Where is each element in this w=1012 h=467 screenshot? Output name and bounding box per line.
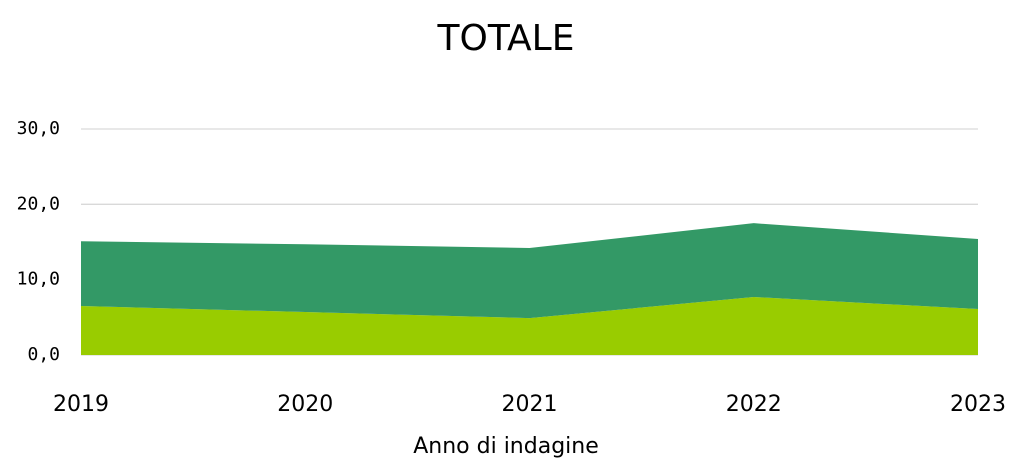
y-tick-label: 30,0 [17,118,60,139]
x-axis-label: Anno di indagine [413,434,599,459]
x-tick-label: 2020 [277,392,333,417]
x-tick-label: 2023 [950,392,1006,417]
x-tick-label: 2021 [502,392,558,417]
area [81,296,978,355]
x-tick-label: 2022 [726,392,782,417]
area [81,223,978,319]
y-tick-label: 0,0 [27,344,60,365]
x-tick-label: 2019 [53,392,109,417]
y-tick-label: 10,0 [17,269,60,290]
chart-title: TOTALE [437,18,575,59]
y-tick-label: 20,0 [17,193,60,214]
